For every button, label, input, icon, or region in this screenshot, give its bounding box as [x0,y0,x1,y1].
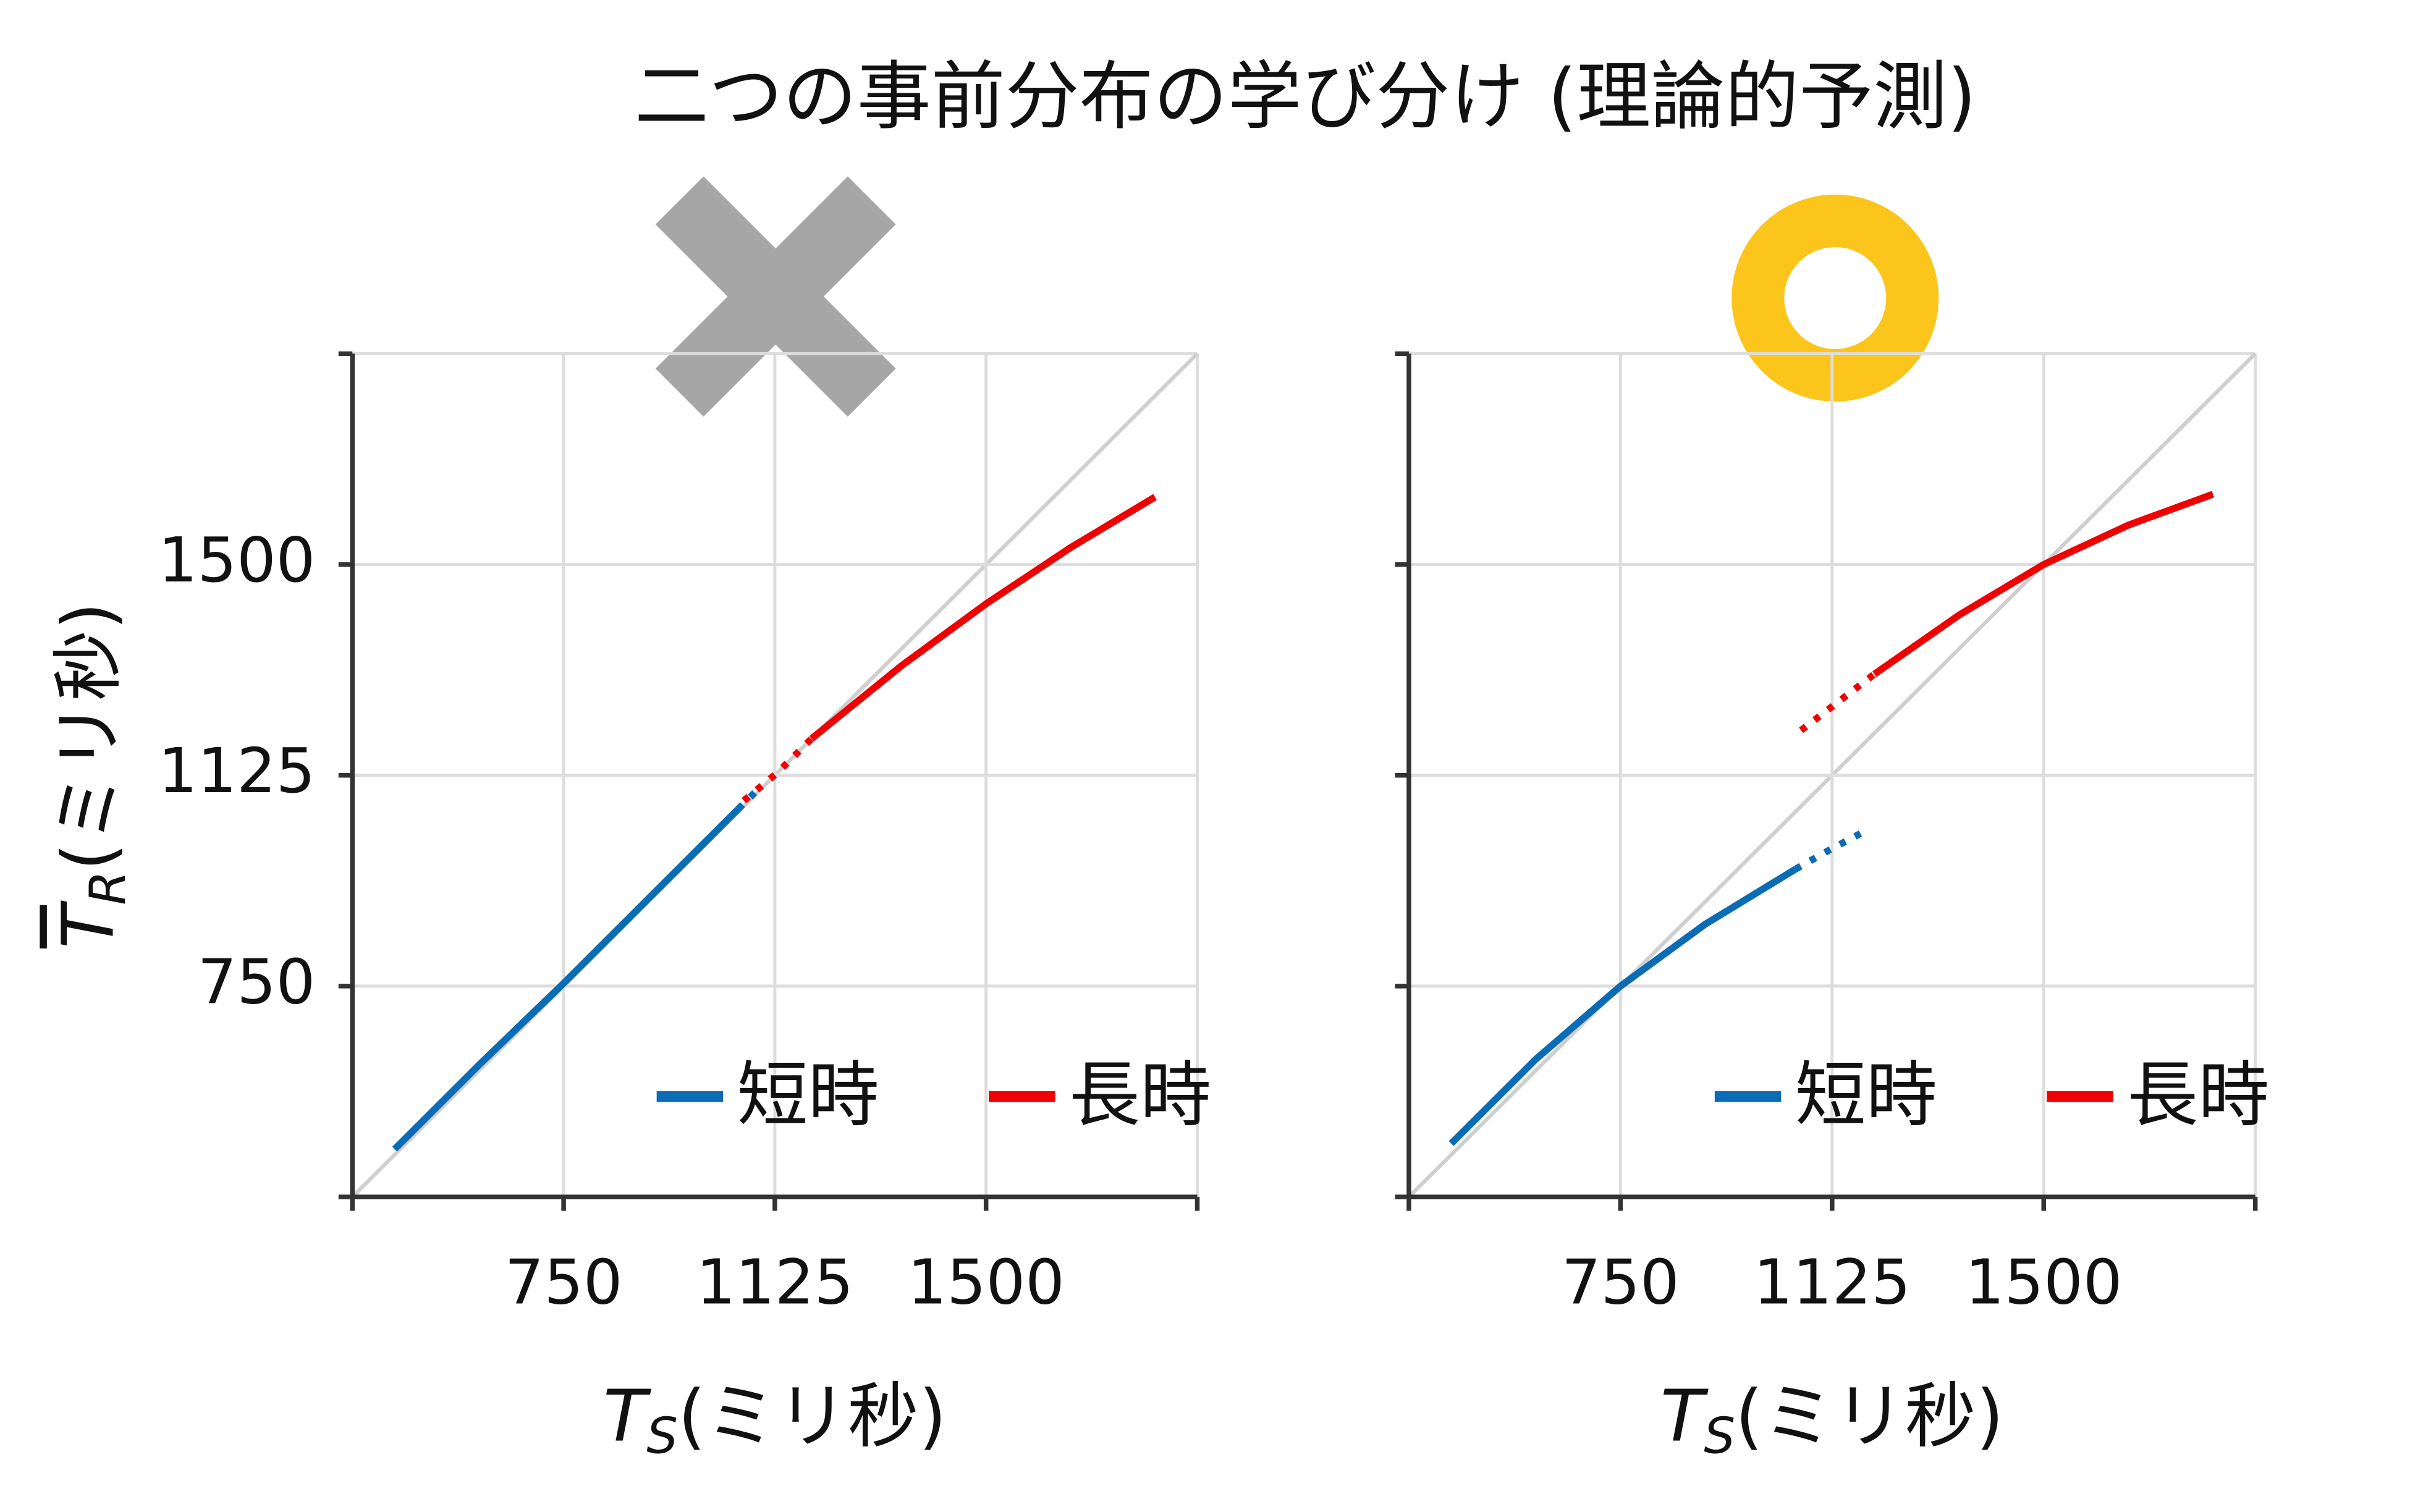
title: 二つの事前分布の学び分け (理論的予測) [635,54,1976,140]
y-tick-label: 1500 [158,524,315,596]
dotted-line [1793,829,1865,872]
x-tick-label: 750 [1562,1246,1680,1318]
legend-label: 短時 [737,1054,879,1136]
y-axis-label-group: TR(ミリ秒) [47,602,137,948]
legend-label: 長時 [2127,1054,2269,1136]
x-tick-label: 1125 [696,1246,853,1318]
label-part: (ミリ秒) [47,602,130,871]
label-part: R [79,871,137,905]
x-tick-label: 1125 [1754,1246,1911,1318]
y-tick-label: 750 [197,945,315,1018]
circle-icon [1731,194,1939,402]
x-axis-label: TS(ミリ秒) [603,1375,947,1464]
cross-icon [655,176,896,417]
y-axis-label: TR(ミリ秒) [47,602,137,948]
label-part: S [1704,1407,1735,1464]
x-axis-label: TS(ミリ秒) [1660,1375,2004,1464]
legend-label: 長時 [1069,1054,1211,1136]
x-tick-label: 1500 [1965,1246,2122,1318]
dotted-line [1799,671,1877,733]
label-part: T [47,900,130,948]
label-part: (ミリ秒) [1735,1375,2004,1458]
x-tick-label: 1500 [907,1246,1064,1318]
label-part: T [1660,1375,1709,1458]
solid-line [809,494,1157,741]
label-part: (ミリ秒) [678,1375,947,1458]
x-tick-label: 750 [505,1246,623,1318]
solid-line [1448,866,1798,1146]
label-part: S [646,1407,678,1464]
y-tick-label: 1125 [158,735,315,807]
solid-line [1872,491,2215,677]
legend-label: 短時 [1795,1054,1937,1136]
dotted-line [735,783,764,812]
solid-line [392,806,741,1152]
label-part: T [603,1375,651,1458]
